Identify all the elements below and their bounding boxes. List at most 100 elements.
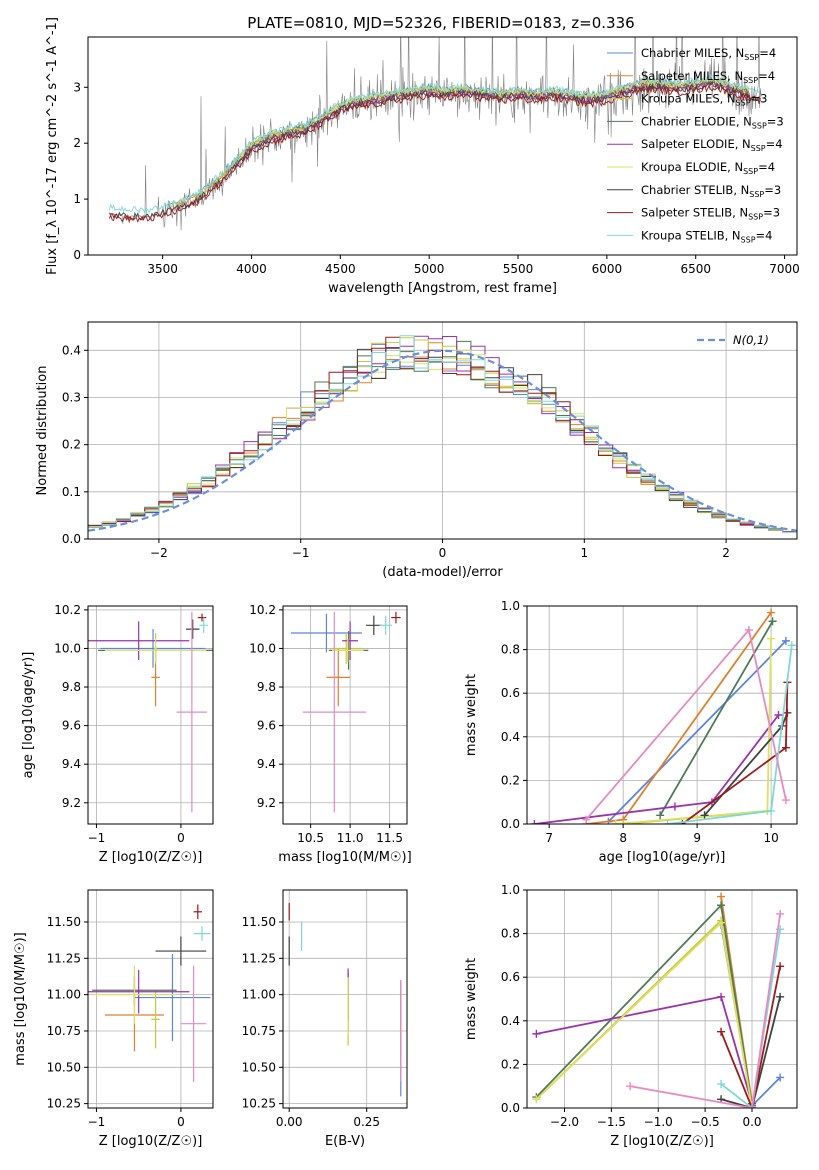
y-tick-label: 0.4 — [501, 1014, 520, 1028]
weight-line — [720, 996, 781, 1108]
residual-histogram — [88, 335, 797, 533]
legend-label-subscript: SSP — [744, 53, 759, 62]
legend-label-text: Chabrier MILES, N — [641, 46, 744, 60]
weight-line — [535, 920, 753, 1108]
plot-area — [88, 904, 211, 1082]
y-tick-label: 11.25 — [242, 951, 276, 965]
weight-marker — [744, 625, 753, 634]
spectrum-panel: 3500 4000 4500 5000 5500 6000 6500 7000 0 1 2 3 wave… — [45, 17, 800, 296]
x-axis-label: (data-model)/error — [382, 565, 503, 580]
weight-marker — [717, 1027, 726, 1036]
y-tick-label: 0.6 — [501, 686, 520, 700]
model-spectrum-line — [108, 84, 761, 224]
y-tick-label: 0.4 — [501, 730, 520, 744]
y-tick-label: 9.4 — [62, 757, 81, 771]
legend-label-subscript: SSP — [736, 99, 751, 108]
y-tick-label: 0.0 — [62, 532, 81, 546]
x-tick-label: 0 — [177, 831, 185, 845]
x-tick-label: 6000 — [592, 262, 623, 276]
weight-line — [535, 903, 753, 1106]
legend-label: Chabrier ELODIE, NSSP=3 — [641, 114, 784, 130]
y-axis-label: mass [log10(M/M☉)] — [13, 932, 28, 1065]
y-tick-label: 0 — [73, 248, 81, 262]
x-tick-label: 8 — [619, 831, 627, 845]
y-tick-label: 0.6 — [501, 970, 520, 984]
figure-title: PLATE=0810, MJD=52326, FIBERID=0183, z=0… — [247, 14, 634, 32]
x-tick-label: 0.00 — [276, 1115, 303, 1129]
weight-marker — [670, 802, 679, 811]
x-tick-label: 11.5 — [376, 831, 403, 845]
weight-marker — [781, 636, 790, 645]
legend-label-suffix: =4 — [766, 137, 783, 151]
x-tick-label: −1.0 — [644, 1115, 673, 1129]
x-tick-label: 6500 — [680, 262, 711, 276]
weight-marker — [717, 892, 726, 901]
y-axis-label: Flux [f_λ 10^-17 erg cm^-2 s^-1 A^-1] — [45, 17, 60, 275]
weight-marker — [748, 1104, 756, 1108]
x-axis-label: wavelength [Angstrom, rest frame] — [328, 281, 557, 296]
plot-area — [88, 611, 213, 813]
y-tick-label: 10.25 — [47, 1097, 81, 1111]
y-tick-label: 11.00 — [242, 988, 276, 1002]
weight-marker — [776, 962, 785, 971]
x-tick-label: 10.5 — [297, 831, 324, 845]
y-tick-label: 0.3 — [62, 390, 81, 404]
x-axis-label: Z [log10(Z/Z☉)] — [99, 1134, 203, 1149]
legend-label-suffix: =3 — [763, 206, 780, 220]
weight-line — [720, 929, 781, 1108]
x-tick-label: 1 — [580, 546, 588, 560]
legend-label-text: Salpeter ELODIE, N — [641, 137, 751, 151]
weight-line — [536, 995, 753, 1104]
weight-line — [607, 640, 787, 823]
y-tick-label: 2 — [73, 136, 81, 150]
x-tick-label: 0.0 — [742, 1115, 761, 1129]
weight-line — [535, 918, 753, 1108]
y-tick-label: 10.75 — [47, 1024, 81, 1038]
y-tick-label: 11.00 — [47, 988, 81, 1002]
weight-marker — [781, 796, 790, 805]
gaussian-reference-curve — [88, 349, 797, 532]
y-tick-label: 1.0 — [501, 599, 520, 613]
x-tick-label: −2 — [150, 546, 168, 560]
y-tick-label: 0.2 — [501, 1057, 520, 1071]
weight-line — [659, 620, 774, 816]
age-vs-Z-panel: −1 0 9.2 9.4 9.6 9.8 10.0 10.2 Z [log10(Z/Z☉)] ag… — [21, 603, 214, 865]
y-axis-label: Normed distribution — [35, 366, 50, 496]
x-tick-label: 4000 — [236, 262, 267, 276]
axes-frame — [87, 889, 214, 1109]
y-tick-label: 0.0 — [501, 817, 520, 831]
weight-marker — [619, 820, 628, 824]
legend-label-suffix: =3 — [764, 183, 781, 197]
mass-vs-ebv-panel: 0.00 0.25 10.25 10.50 10.75 11.00 11.25 11.50 E(… — [242, 889, 408, 1149]
y-tick-label: 0.0 — [501, 1101, 520, 1115]
y-tick-label: 11.25 — [47, 951, 81, 965]
axes-frame — [526, 605, 798, 825]
legend-label-subscript: SSP — [752, 121, 767, 130]
plot-area — [88, 335, 797, 533]
y-axis-label: age [log10(age/yr)] — [21, 652, 36, 779]
weight-marker — [776, 1073, 785, 1082]
weight-marker — [768, 617, 777, 626]
weight-line — [534, 714, 780, 824]
y-tick-label: 1 — [73, 192, 81, 206]
legend-label-text: Kroupa ELODIE, N — [641, 160, 743, 174]
weight-line — [586, 611, 772, 824]
weight-marker — [767, 608, 776, 617]
x-tick-label: 5500 — [503, 262, 534, 276]
mass-vs-Z-panel: −1 0 10.25 10.50 10.75 11.00 11.25 11.50 Z [log1… — [13, 889, 214, 1149]
x-tick-label: −2.0 — [550, 1115, 579, 1129]
weight-marker — [767, 806, 776, 815]
y-tick-label: 10.75 — [242, 1024, 276, 1038]
x-axis-label: age [log10(age/yr)] — [599, 850, 726, 865]
legend-label-subscript: SSP — [751, 144, 766, 153]
legend-label-suffix: =4 — [756, 228, 773, 242]
plot-area — [108, 37, 762, 231]
x-tick-label: 0.25 — [353, 1115, 380, 1129]
y-tick-label: 11.50 — [47, 915, 81, 929]
legend-label: Kroupa ELODIE, NSSP=4 — [641, 160, 775, 176]
weight-marker — [700, 811, 709, 820]
y-tick-label: 0.2 — [62, 438, 81, 452]
weight-marker — [781, 743, 790, 752]
x-tick-label: 7 — [545, 831, 553, 845]
x-tick-label: −1 — [88, 1115, 106, 1129]
